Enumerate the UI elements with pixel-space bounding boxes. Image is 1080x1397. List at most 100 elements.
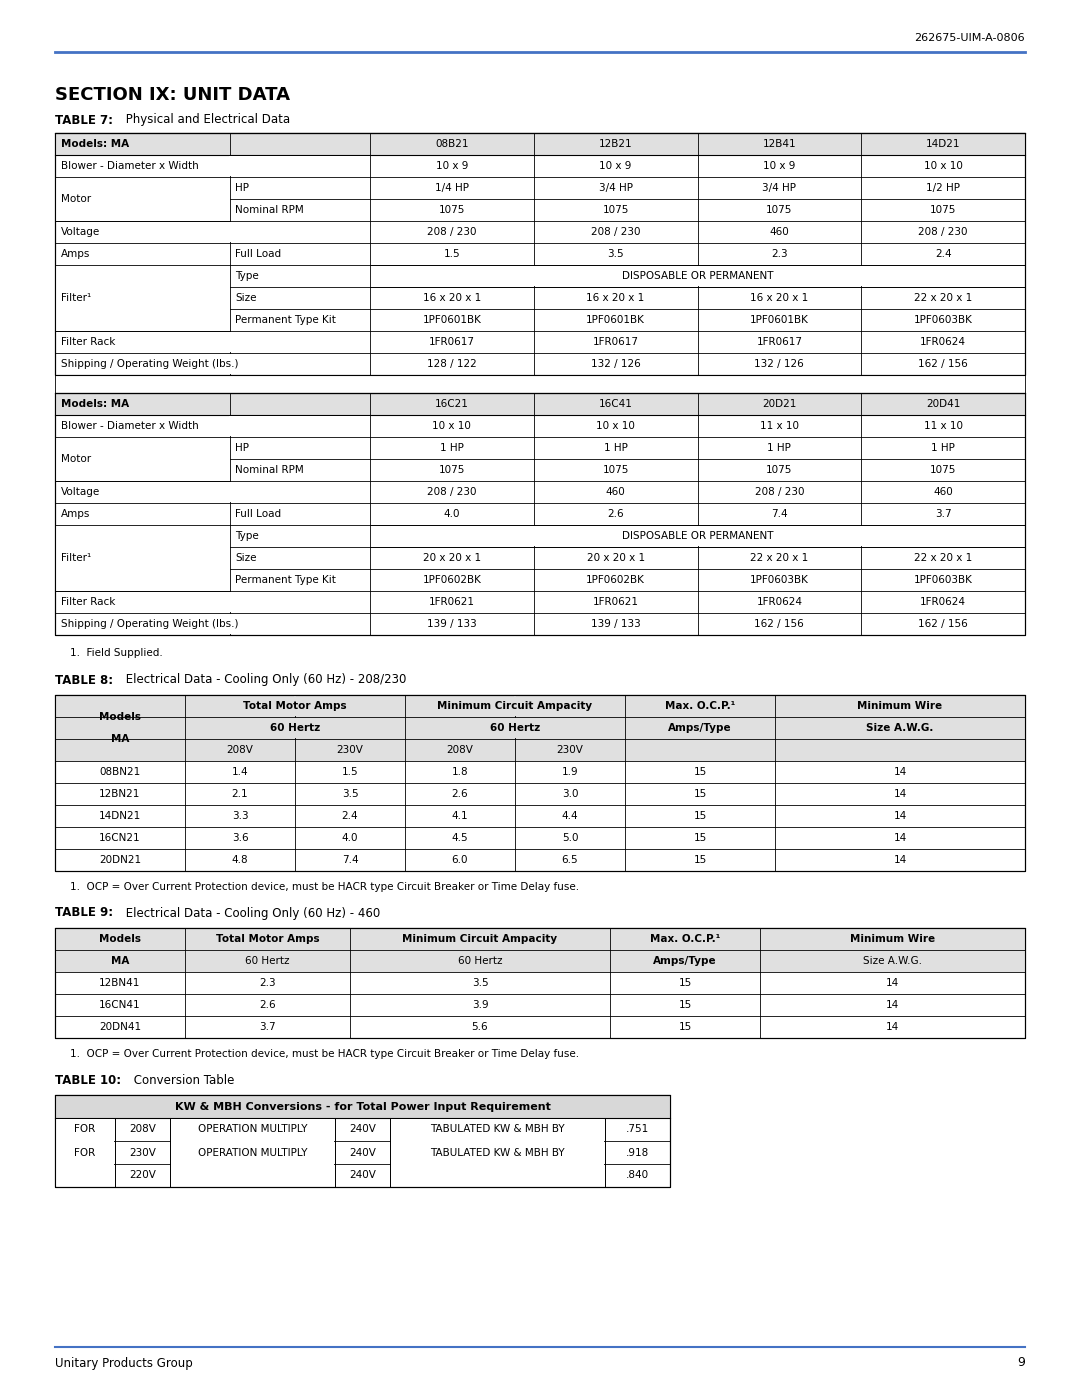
Text: 132 / 126: 132 / 126 bbox=[591, 359, 640, 369]
Text: 1PF0601BK: 1PF0601BK bbox=[750, 314, 809, 326]
Text: 3/4 HP: 3/4 HP bbox=[598, 183, 633, 193]
Text: 14: 14 bbox=[886, 1000, 900, 1010]
Bar bbox=[55, 694, 1025, 870]
Text: 12BN41: 12BN41 bbox=[99, 978, 140, 988]
Text: 1075: 1075 bbox=[930, 205, 956, 215]
Text: 16 x 20 x 1: 16 x 20 x 1 bbox=[422, 293, 481, 303]
Bar bbox=[55, 133, 1025, 374]
Text: 1FR0624: 1FR0624 bbox=[920, 337, 967, 346]
Text: 208 / 230: 208 / 230 bbox=[918, 226, 968, 237]
Text: 1.8: 1.8 bbox=[451, 767, 469, 777]
Text: 2.3: 2.3 bbox=[771, 249, 787, 258]
Text: Electrical Data - Cooling Only (60 Hz) - 208/230: Electrical Data - Cooling Only (60 Hz) -… bbox=[122, 673, 406, 686]
Text: 139 / 133: 139 / 133 bbox=[427, 619, 476, 629]
Bar bbox=[55, 393, 1025, 415]
Text: 10 x 10: 10 x 10 bbox=[923, 161, 962, 170]
Bar bbox=[229, 222, 370, 242]
Text: 16C21: 16C21 bbox=[435, 400, 469, 409]
Text: TABLE 10:: TABLE 10: bbox=[55, 1073, 121, 1087]
Text: 2.3: 2.3 bbox=[259, 978, 275, 988]
Bar bbox=[229, 332, 370, 352]
Text: 1.  OCP = Over Current Protection device, must be HACR type Circuit Breaker or T: 1. OCP = Over Current Protection device,… bbox=[70, 1049, 579, 1059]
Bar bbox=[55, 265, 230, 331]
Text: 12BN21: 12BN21 bbox=[99, 789, 140, 799]
Bar bbox=[229, 156, 370, 176]
Text: 14: 14 bbox=[886, 1023, 900, 1032]
Text: 7.4: 7.4 bbox=[771, 509, 787, 520]
Text: 208 / 230: 208 / 230 bbox=[427, 226, 476, 237]
Text: 1.  Field Supplied.: 1. Field Supplied. bbox=[70, 648, 163, 658]
Text: 11 x 10: 11 x 10 bbox=[923, 420, 962, 432]
Text: 60 Hertz: 60 Hertz bbox=[490, 724, 540, 733]
Text: 16 x 20 x 1: 16 x 20 x 1 bbox=[751, 293, 809, 303]
Text: 208V: 208V bbox=[446, 745, 473, 754]
Text: Voltage: Voltage bbox=[60, 226, 100, 237]
Text: Total Motor Amps: Total Motor Amps bbox=[243, 701, 347, 711]
Text: 10 x 9: 10 x 9 bbox=[435, 161, 468, 170]
Text: 4.8: 4.8 bbox=[232, 855, 248, 865]
Text: Nominal RPM: Nominal RPM bbox=[235, 465, 303, 475]
Text: 208V: 208V bbox=[227, 745, 254, 754]
Text: 230V: 230V bbox=[130, 1147, 156, 1158]
Text: 15: 15 bbox=[678, 1023, 691, 1032]
Bar bbox=[55, 928, 1025, 1038]
Text: 20DN21: 20DN21 bbox=[99, 855, 141, 865]
Text: Nominal RPM: Nominal RPM bbox=[235, 205, 303, 215]
Text: 262675-UIM-A-0806: 262675-UIM-A-0806 bbox=[915, 34, 1025, 43]
Text: .751: .751 bbox=[626, 1125, 649, 1134]
Text: 208V: 208V bbox=[130, 1125, 156, 1134]
Text: Minimum Circuit Ampacity: Minimum Circuit Ampacity bbox=[403, 935, 557, 944]
Bar bbox=[229, 615, 370, 634]
Text: Motor: Motor bbox=[60, 454, 91, 464]
Text: Conversion Table: Conversion Table bbox=[130, 1073, 234, 1087]
Text: 5.0: 5.0 bbox=[562, 833, 578, 842]
Text: 15: 15 bbox=[693, 833, 706, 842]
Text: 1075: 1075 bbox=[438, 205, 465, 215]
Text: Blower - Diameter x Width: Blower - Diameter x Width bbox=[60, 420, 199, 432]
Text: 3.7: 3.7 bbox=[935, 509, 951, 520]
Text: 1.5: 1.5 bbox=[341, 767, 359, 777]
Text: 4.4: 4.4 bbox=[562, 812, 578, 821]
Text: 208 / 230: 208 / 230 bbox=[591, 226, 640, 237]
Text: 14: 14 bbox=[893, 789, 906, 799]
Text: Models: Models bbox=[99, 712, 141, 722]
Bar bbox=[55, 133, 1025, 155]
Text: 1.  OCP = Over Current Protection device, must be HACR type Circuit Breaker or T: 1. OCP = Over Current Protection device,… bbox=[70, 882, 579, 893]
Text: 20 x 20 x 1: 20 x 20 x 1 bbox=[422, 553, 481, 563]
Text: 3.6: 3.6 bbox=[232, 833, 248, 842]
Text: 1075: 1075 bbox=[603, 465, 629, 475]
Text: 2.1: 2.1 bbox=[232, 789, 248, 799]
Text: 3.9: 3.9 bbox=[472, 1000, 488, 1010]
Text: TABULATED KW & MBH BY: TABULATED KW & MBH BY bbox=[430, 1147, 565, 1158]
Text: 08B21: 08B21 bbox=[435, 138, 469, 149]
Bar bbox=[294, 718, 296, 738]
Text: Shipping / Operating Weight (lbs.): Shipping / Operating Weight (lbs.) bbox=[60, 619, 239, 629]
Text: 11 x 10: 11 x 10 bbox=[760, 420, 799, 432]
Text: 12B21: 12B21 bbox=[598, 138, 633, 149]
Bar bbox=[55, 133, 1025, 374]
Text: 1 HP: 1 HP bbox=[440, 443, 463, 453]
Text: DISPOSABLE OR PERMANENT: DISPOSABLE OR PERMANENT bbox=[622, 271, 773, 281]
Text: Physical and Electrical Data: Physical and Electrical Data bbox=[122, 113, 291, 127]
Bar bbox=[55, 374, 1025, 393]
Text: 14: 14 bbox=[886, 978, 900, 988]
Text: Size A.W.G.: Size A.W.G. bbox=[863, 956, 922, 965]
Text: Permanent Type Kit: Permanent Type Kit bbox=[235, 314, 336, 326]
Text: 12B41: 12B41 bbox=[762, 138, 796, 149]
Text: 1PF0603BK: 1PF0603BK bbox=[914, 576, 973, 585]
Text: 230V: 230V bbox=[337, 745, 364, 754]
Text: Filter¹: Filter¹ bbox=[60, 293, 91, 303]
Text: 1FR0621: 1FR0621 bbox=[593, 597, 638, 608]
Text: 10 x 9: 10 x 9 bbox=[764, 161, 796, 170]
Text: Amps/Type: Amps/Type bbox=[669, 724, 732, 733]
Bar bbox=[372, 527, 1024, 546]
Bar bbox=[229, 592, 370, 612]
Text: 3.5: 3.5 bbox=[341, 789, 359, 799]
Text: 22 x 20 x 1: 22 x 20 x 1 bbox=[914, 553, 972, 563]
Text: Electrical Data - Cooling Only (60 Hz) - 460: Electrical Data - Cooling Only (60 Hz) -… bbox=[122, 907, 380, 919]
Text: 1PF0603BK: 1PF0603BK bbox=[914, 314, 973, 326]
Text: TABULATED KW & MBH BY: TABULATED KW & MBH BY bbox=[430, 1125, 565, 1134]
Text: Motor: Motor bbox=[60, 194, 91, 204]
Text: 6.5: 6.5 bbox=[562, 855, 578, 865]
Text: 3/4 HP: 3/4 HP bbox=[762, 183, 796, 193]
